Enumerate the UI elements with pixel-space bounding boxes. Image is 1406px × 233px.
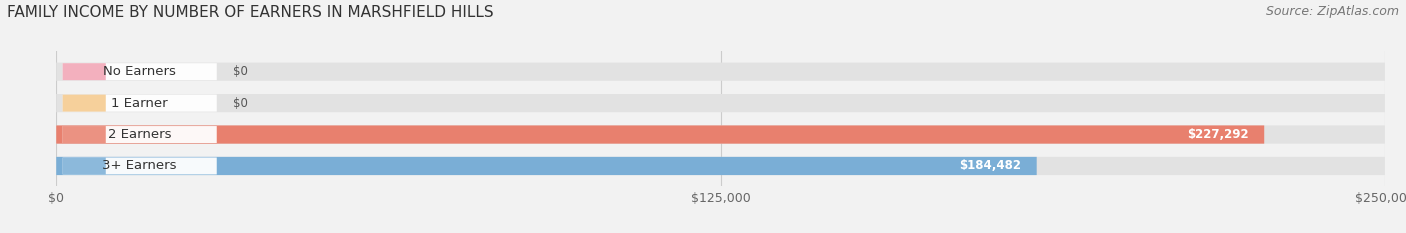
Text: $0: $0 [232, 65, 247, 78]
FancyBboxPatch shape [56, 157, 1036, 175]
FancyBboxPatch shape [56, 157, 1385, 175]
FancyBboxPatch shape [63, 158, 105, 175]
Text: 3+ Earners: 3+ Earners [103, 159, 177, 172]
Text: 2 Earners: 2 Earners [108, 128, 172, 141]
FancyBboxPatch shape [56, 125, 1385, 144]
Text: $184,482: $184,482 [959, 159, 1021, 172]
FancyBboxPatch shape [63, 95, 105, 112]
FancyBboxPatch shape [63, 126, 105, 143]
FancyBboxPatch shape [56, 125, 1264, 144]
Text: FAMILY INCOME BY NUMBER OF EARNERS IN MARSHFIELD HILLS: FAMILY INCOME BY NUMBER OF EARNERS IN MA… [7, 5, 494, 20]
FancyBboxPatch shape [63, 158, 217, 175]
Text: Source: ZipAtlas.com: Source: ZipAtlas.com [1265, 5, 1399, 18]
FancyBboxPatch shape [63, 126, 217, 143]
Text: No Earners: No Earners [103, 65, 176, 78]
FancyBboxPatch shape [56, 94, 1385, 112]
FancyBboxPatch shape [63, 63, 217, 80]
Text: $227,292: $227,292 [1187, 128, 1249, 141]
Text: 1 Earner: 1 Earner [111, 97, 167, 110]
FancyBboxPatch shape [56, 63, 1385, 81]
FancyBboxPatch shape [63, 63, 105, 80]
FancyBboxPatch shape [63, 95, 217, 112]
Text: $0: $0 [232, 97, 247, 110]
